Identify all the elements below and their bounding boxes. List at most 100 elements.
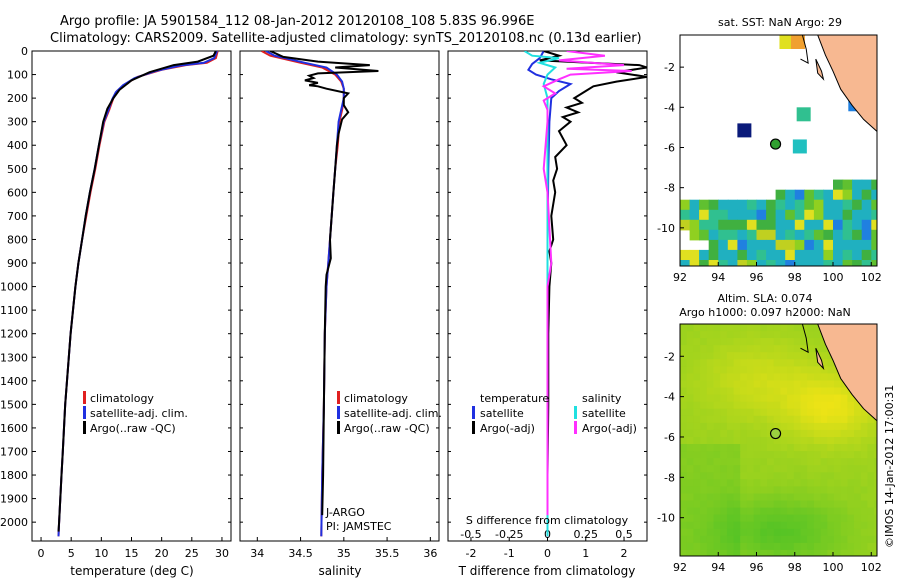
- sla-pixel: [700, 352, 708, 360]
- sla-pixel: [874, 542, 877, 551]
- depth-tick-label: 2000: [0, 516, 28, 529]
- map-y-tick-label: -10: [657, 512, 675, 525]
- sst-pixel: [737, 123, 752, 138]
- sst-pixel: [756, 239, 767, 251]
- sla-pixel: [680, 458, 688, 466]
- sla-pixel: [800, 507, 808, 516]
- sla-pixel: [760, 324, 768, 332]
- sla-pixel: [733, 387, 741, 396]
- sla-pixel: [740, 507, 748, 516]
- sla-pixel: [840, 514, 848, 523]
- sla-pixel: [834, 521, 842, 530]
- sla-pixel: [753, 324, 761, 332]
- sla-pixel: [773, 444, 781, 452]
- sst-pixel: [790, 35, 805, 49]
- sla-pixel: [686, 479, 694, 487]
- sst-pixel: [708, 199, 719, 211]
- sla-pixel: [787, 479, 795, 487]
- sla-pixel: [780, 373, 788, 382]
- sst-pixel: [785, 209, 796, 221]
- sla-pixel: [800, 514, 808, 523]
- sla-pixel: [847, 408, 855, 417]
- sla-pixel: [693, 338, 701, 346]
- sst-map: [680, 35, 877, 266]
- map-x-tick-label: 92: [673, 271, 687, 284]
- sla-pixel: [686, 514, 694, 523]
- sla-pixel: [700, 542, 708, 551]
- sla-pixel: [706, 324, 715, 332]
- sla-pixel: [706, 472, 715, 480]
- sla-pixel: [787, 521, 795, 530]
- sla-pixel: [827, 514, 835, 523]
- sla-pixel: [820, 458, 828, 466]
- sla-pixel: [686, 422, 694, 431]
- sla-pixel: [820, 528, 828, 537]
- sla-pixel: [740, 479, 748, 487]
- sst-pixel: [766, 229, 777, 241]
- sla-pixel: [780, 331, 788, 339]
- sst-pixel: [737, 199, 748, 211]
- sla-pixel: [767, 528, 775, 537]
- sst-pixel: [785, 229, 796, 241]
- sla-pixel: [726, 514, 735, 523]
- sla-pixel: [720, 324, 728, 332]
- sla-pixel: [733, 549, 741, 556]
- sla-pixel: [767, 324, 775, 332]
- sst-pixel: [746, 249, 758, 261]
- sla-pixel: [693, 359, 701, 367]
- sla-pixel: [760, 451, 768, 459]
- sla-pixel: [726, 387, 735, 396]
- sla-pixel: [807, 528, 815, 537]
- sla-pixel: [740, 535, 748, 544]
- sla-pixel: [867, 422, 875, 431]
- sla-pixel: [680, 324, 688, 332]
- sla-pixel: [740, 528, 748, 537]
- series-line-argo: [269, 51, 379, 516]
- sla-pixel: [746, 359, 755, 367]
- sla-pixel: [733, 408, 741, 417]
- sla-pixel: [767, 394, 775, 403]
- sst-pixel: [699, 260, 710, 266]
- sla-pixel: [793, 507, 802, 516]
- sla-pixel: [787, 352, 795, 360]
- sla-pixel: [686, 437, 694, 445]
- sla-pixel: [800, 422, 808, 431]
- sla-pixel: [793, 465, 802, 473]
- sla-pixel: [753, 444, 761, 452]
- sla-pixel: [720, 429, 728, 438]
- sla-pixel: [693, 479, 701, 487]
- depth-tick-label: 1200: [0, 328, 28, 341]
- sla-pixel: [686, 373, 694, 382]
- sla-pixel: [860, 500, 868, 509]
- sla-pixel: [706, 528, 715, 537]
- sla-pixel: [740, 401, 748, 410]
- sla-pixel: [820, 401, 828, 410]
- sla-pixel: [753, 542, 761, 551]
- sla-pixel: [840, 507, 848, 516]
- sla-pixel: [693, 528, 701, 537]
- sla-pixel: [827, 500, 835, 509]
- sla-pixel: [740, 359, 748, 367]
- sla-pixel: [740, 549, 748, 556]
- sla-pixel: [860, 429, 868, 438]
- sla-pixel: [767, 507, 775, 516]
- sla-pixel: [680, 479, 688, 487]
- sla-pixel: [780, 352, 788, 360]
- sla-pixel: [680, 549, 688, 556]
- sla-pixel: [793, 338, 802, 346]
- sla-pixel: [834, 486, 842, 495]
- sla-pixel: [787, 542, 795, 551]
- sla-pixel: [720, 465, 728, 473]
- sla-pixel: [753, 331, 761, 339]
- sla-pixel: [827, 486, 835, 495]
- sla-pixel: [813, 479, 822, 487]
- sla-pixel: [834, 401, 842, 410]
- sla-pixel: [727, 557, 734, 565]
- sla-pixel: [726, 479, 735, 487]
- sla-pixel: [834, 528, 842, 537]
- sla-pixel: [807, 500, 815, 509]
- x-tick-label: 0: [38, 547, 45, 560]
- sla-pixel: [680, 387, 688, 396]
- series-line-satellite: [265, 51, 345, 537]
- sla-pixel: [733, 324, 741, 332]
